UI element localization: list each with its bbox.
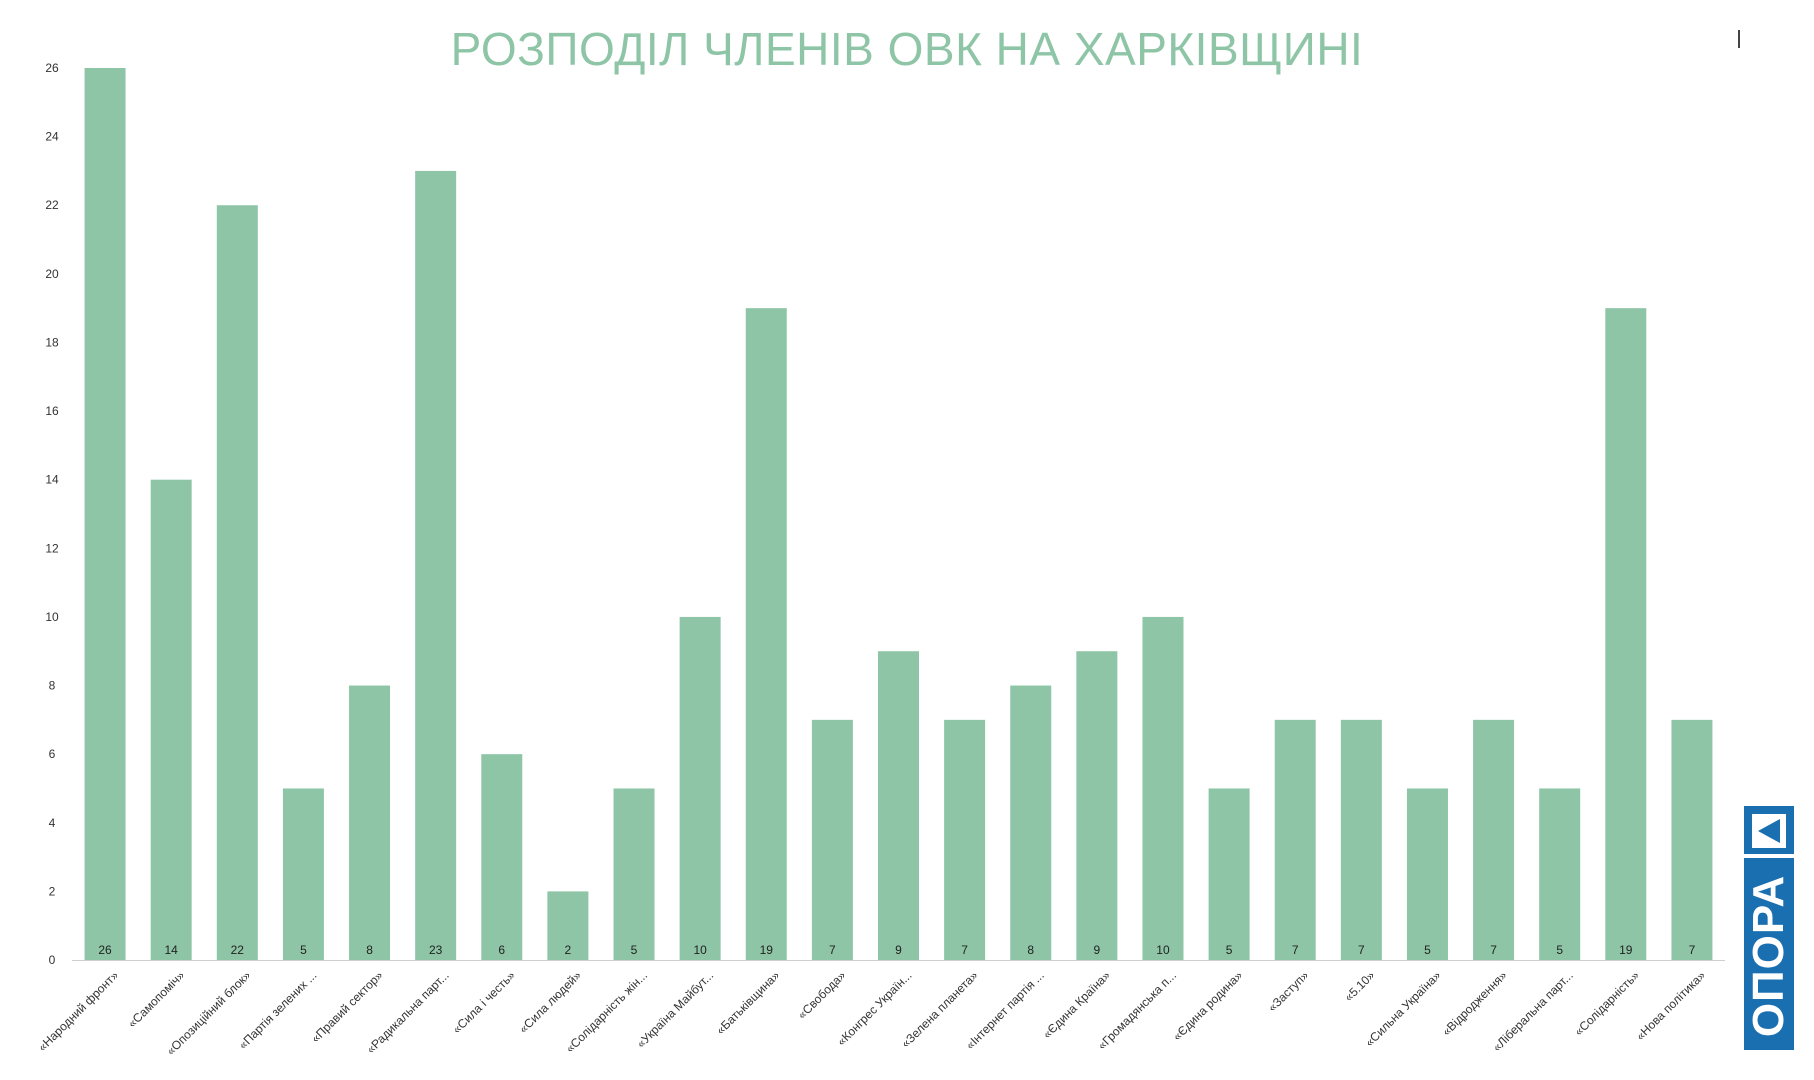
x-tick-label: «Сила людей» <box>516 968 584 1036</box>
bar <box>216 205 258 960</box>
data-label: 7 <box>1490 943 1497 957</box>
bar <box>679 616 721 960</box>
data-label: 7 <box>1292 943 1299 957</box>
y-tick-label: 14 <box>45 473 59 487</box>
data-label: 2 <box>565 943 572 957</box>
y-tick-label: 8 <box>49 679 56 693</box>
x-tick-label: «Самопоміч» <box>125 968 188 1031</box>
data-label: 9 <box>1094 943 1101 957</box>
bar <box>349 685 391 960</box>
bar <box>613 788 655 960</box>
y-tick-label: 0 <box>49 953 56 967</box>
data-label: 22 <box>231 943 245 957</box>
bar <box>282 788 324 960</box>
bar <box>1406 788 1448 960</box>
bar <box>547 891 589 960</box>
text-cursor <box>1738 30 1740 48</box>
data-label: 7 <box>1689 943 1696 957</box>
data-label: 8 <box>366 943 373 957</box>
y-tick-label: 10 <box>45 610 59 624</box>
data-label: 5 <box>1424 943 1431 957</box>
x-axis: «Народний фронт» «Самопоміч»«Опозиційний … <box>35 960 1725 1058</box>
triangle-icon <box>1752 814 1786 848</box>
y-tick-label: 22 <box>45 198 59 212</box>
data-label: 7 <box>829 943 836 957</box>
bar <box>415 170 457 960</box>
data-label: 9 <box>895 943 902 957</box>
x-tick-label: «Правий сектор» <box>308 968 385 1045</box>
bar <box>1473 719 1515 960</box>
x-tick-label: «Заступ» <box>1265 968 1311 1014</box>
x-tick-label: «Батьківщина» <box>713 968 782 1037</box>
x-tick-label: «Нова політика» <box>1633 968 1708 1043</box>
bar <box>84 68 126 960</box>
bar <box>811 719 853 960</box>
data-label: 6 <box>498 943 505 957</box>
y-tick-label: 18 <box>45 335 59 349</box>
y-tick-label: 26 <box>45 61 59 75</box>
bar <box>1605 308 1647 961</box>
bar <box>1208 788 1250 960</box>
y-tick-label: 4 <box>49 816 56 830</box>
y-tick-label: 2 <box>49 884 56 898</box>
logo-text: ОПОРА <box>1744 874 1793 1038</box>
bar <box>745 308 787 961</box>
data-label: 14 <box>165 943 179 957</box>
data-label: 5 <box>631 943 638 957</box>
logo-divider <box>1744 854 1794 858</box>
bar <box>1671 719 1713 960</box>
data-label: 19 <box>760 943 774 957</box>
data-label: 5 <box>1226 943 1233 957</box>
x-tick-label: «Свобода» <box>795 968 849 1022</box>
y-tick-label: 6 <box>49 747 56 761</box>
bar <box>1010 685 1052 960</box>
x-tick-label: «Єдина Країна» <box>1040 968 1113 1041</box>
bars-group: 26 14 22 5 8 23 6 2 5 10 19 7 9 7 8 9 10 5 7 7 5 7 5 19 7 <box>84 68 1713 961</box>
data-label: 26 <box>98 943 112 957</box>
x-tick-label: «Сила і честь» <box>450 968 518 1036</box>
bar <box>1274 719 1316 960</box>
x-tick-label: «Єдина родина» <box>1170 968 1245 1043</box>
data-label: 10 <box>1156 943 1170 957</box>
x-tick-label: «Народний фронт» <box>35 968 121 1054</box>
data-label: 5 <box>300 943 307 957</box>
bar <box>150 479 192 960</box>
y-tick-label: 20 <box>45 267 59 281</box>
y-tick-label: 24 <box>45 130 59 144</box>
bar <box>481 754 523 960</box>
data-label: 7 <box>961 943 968 957</box>
y-tick-label: 12 <box>45 541 59 555</box>
data-label: 10 <box>693 943 707 957</box>
x-tick-label: «Відродження» <box>1439 968 1510 1039</box>
bar <box>1076 651 1118 960</box>
bar <box>878 651 919 960</box>
data-label: 19 <box>1619 943 1633 957</box>
x-tick-label: «Солідарність» <box>1572 968 1643 1039</box>
bar <box>1340 719 1382 960</box>
data-label: 7 <box>1358 943 1365 957</box>
data-label: 23 <box>429 943 443 957</box>
chart-title: РОЗПОДІЛ ЧЛЕНІВ ОВК НА ХАРКІВЩИНІ <box>450 23 1364 75</box>
data-label: 8 <box>1027 943 1034 957</box>
bar <box>1142 616 1184 960</box>
opora-logo: ОПОРА <box>1744 806 1794 1050</box>
x-tick-label: «5.10» <box>1342 968 1378 1004</box>
bar <box>1539 788 1581 960</box>
bar <box>944 719 986 960</box>
y-tick-label: 16 <box>45 404 59 418</box>
data-label: 5 <box>1556 943 1563 957</box>
